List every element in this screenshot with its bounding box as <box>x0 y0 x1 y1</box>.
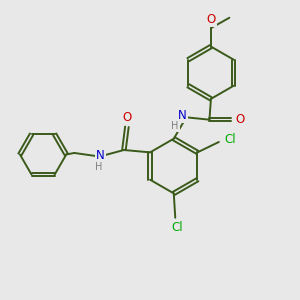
Text: N: N <box>96 148 104 162</box>
Text: O: O <box>206 13 216 26</box>
Text: O: O <box>235 113 244 126</box>
Text: Cl: Cl <box>171 221 183 234</box>
Text: N: N <box>178 109 187 122</box>
Text: H: H <box>171 121 179 130</box>
Text: O: O <box>122 111 131 124</box>
Text: Cl: Cl <box>224 133 236 146</box>
Text: H: H <box>95 162 103 172</box>
